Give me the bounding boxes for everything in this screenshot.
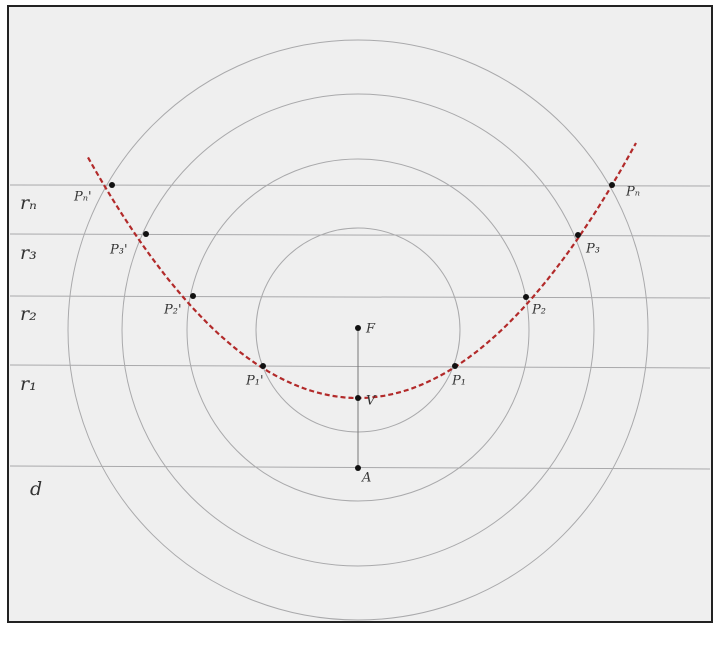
point-label: P₃	[585, 242, 600, 257]
point-label: P₂	[531, 303, 546, 318]
point	[109, 182, 115, 188]
point-label: V	[366, 394, 377, 409]
point	[355, 465, 361, 471]
point-label: P₁'	[245, 374, 264, 389]
point	[523, 294, 529, 300]
point	[260, 363, 266, 369]
line-label: d	[30, 478, 42, 500]
point	[190, 293, 196, 299]
point-label: A	[361, 471, 371, 486]
point-label: F	[365, 322, 376, 337]
point	[355, 325, 361, 331]
point-label: Pₙ'	[73, 190, 92, 205]
line-label: r₂	[20, 303, 37, 325]
paper	[8, 6, 712, 622]
point	[355, 395, 361, 401]
point	[575, 232, 581, 238]
point-label: P₁	[451, 374, 466, 389]
point	[452, 363, 458, 369]
line-label: r₃	[20, 242, 37, 264]
diagram: rₙ r₃ r₂ r₁ d Pₙ' P₃' P₂' P₁' Pₙ P₃ P₂ P…	[0, 0, 720, 650]
point-label: P₂'	[163, 303, 182, 318]
line-label: r₁	[20, 373, 37, 395]
point	[143, 231, 149, 237]
point	[609, 182, 615, 188]
point-label: Pₙ	[625, 185, 640, 200]
point-label: P₃'	[109, 243, 128, 258]
line-label: rₙ	[20, 192, 37, 214]
